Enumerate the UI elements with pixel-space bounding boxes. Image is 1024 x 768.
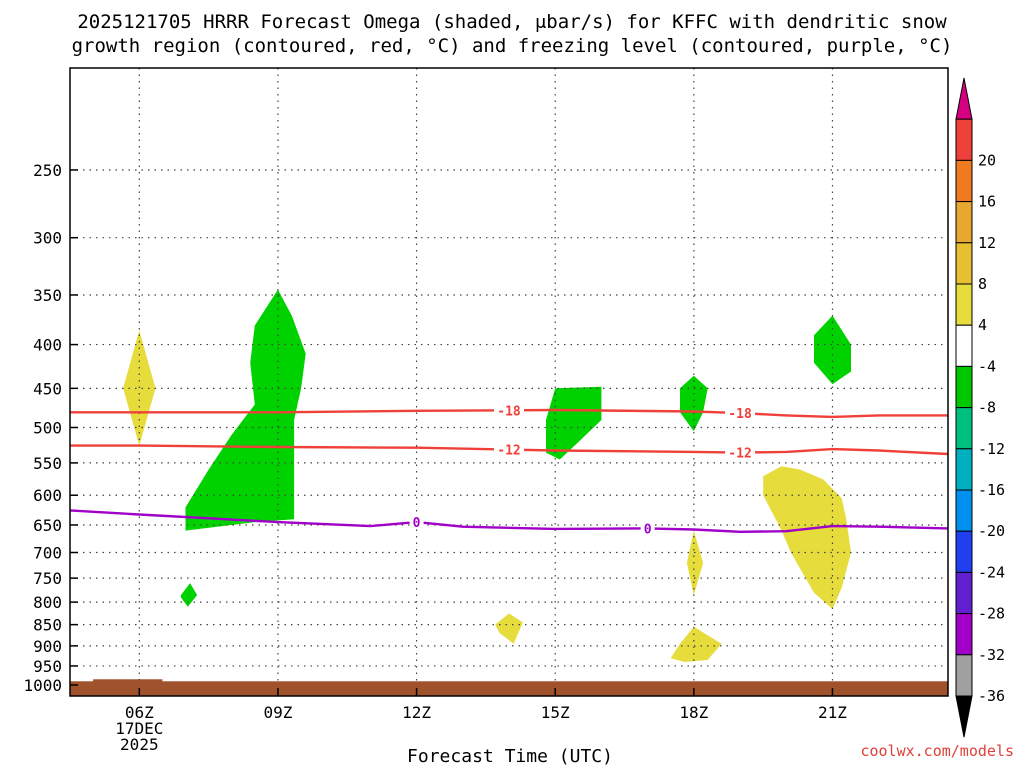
y-tick-label-800: 800 [33, 593, 62, 612]
omega-region-6 [814, 315, 851, 385]
colorbar-swatch-14 [955, 654, 973, 697]
y-tick-label-350: 350 [33, 286, 62, 305]
omega-region-4 [546, 386, 602, 460]
contour-line--12 [70, 444, 948, 456]
colorbar-swatch-4 [955, 242, 973, 285]
colorbar-swatch-12 [955, 571, 973, 615]
colorbar-label-2: 16 [978, 193, 996, 211]
colorbar-label-1: 20 [978, 151, 996, 169]
contour-label-bg--12-2 [725, 444, 756, 460]
colorbar-swatch-1 [955, 118, 973, 161]
x-tick-date-label: 17DEC [115, 719, 163, 738]
omega-region-8 [686, 530, 704, 596]
plot-area: -18 -18 -12 -12 0 0 250 300 350 400 450 500 550 600 65… [23, 67, 949, 754]
contour-label-bg-0-1 [409, 514, 424, 530]
contour-label--18-2: -18 [728, 407, 752, 422]
colorbar-swatch-10 [955, 489, 973, 532]
colorbar-label-3: 12 [978, 234, 996, 252]
contour-label-bg--18-2 [725, 405, 756, 421]
contour-label-0-1: 0 [413, 516, 421, 531]
omega-region-5 [680, 375, 708, 432]
colorbar-label-11: -24 [978, 563, 1005, 581]
colorbar-arrow-bottom [955, 695, 973, 738]
omega-region-7 [495, 613, 523, 644]
x-tick-label-18Z: 18Z [679, 703, 708, 722]
colorbar-swatch-8 [955, 407, 973, 450]
contour-label-bg-0-2 [640, 520, 655, 536]
ground-layer [70, 681, 948, 696]
x-tick-label-15Z: 15Z [541, 703, 570, 722]
contour-label--12-1: -12 [497, 444, 520, 459]
y-tick-label-950: 950 [33, 657, 62, 676]
y-tick-label-700: 700 [33, 544, 62, 563]
contour-label--12-2: -12 [728, 447, 751, 462]
omega-region-3 [180, 583, 198, 607]
y-tick-label-250: 250 [33, 161, 62, 180]
credit-link[interactable]: coolwx.com/models [860, 742, 1014, 760]
ground-bump [93, 679, 163, 683]
x-tick-label-06Z: 06Z [125, 703, 154, 722]
y-tick-label-300: 300 [33, 229, 62, 248]
colorbar-label-8: -12 [978, 440, 1005, 458]
y-tick-label-450: 450 [33, 379, 62, 398]
colorbar-label-9: -16 [978, 481, 1005, 499]
colorbar-label-6: -4 [978, 357, 996, 375]
y-tick-label-900: 900 [33, 637, 62, 656]
chart-title-line-1: 2025121705 HRRR Forecast Omega (shaded, … [77, 11, 947, 33]
x-axis-label: Forecast Time (UTC) [407, 746, 613, 767]
y-tick-label-500: 500 [33, 418, 62, 437]
y-tick-label-550: 550 [33, 454, 62, 473]
colorbar-swatch-11 [955, 530, 973, 573]
contour-label-0-2: 0 [644, 522, 652, 537]
contour-label--18-1: -18 [497, 404, 521, 419]
contour-label-bg--18-1 [494, 402, 524, 418]
y-tick-label-850: 850 [33, 616, 62, 635]
colorbar-swatch-3 [955, 201, 973, 244]
contour-line-0 [70, 509, 948, 534]
colorbar-label-5: 4 [978, 316, 987, 334]
colorbar-swatch-6 [955, 324, 973, 367]
colorbar-label-12: -28 [978, 605, 1005, 623]
x-tick-year-label: 2025 [120, 735, 159, 754]
y-tick-label-1000: 1000 [23, 676, 62, 695]
omega-region-10 [763, 466, 851, 609]
colorbar-label-7: -8 [978, 399, 996, 417]
plot-frame [69, 67, 949, 697]
colorbar-arrow-top [955, 77, 973, 120]
y-tick-label-600: 600 [33, 486, 62, 505]
y-tick-label-750: 750 [33, 569, 62, 588]
x-tick-label-09Z: 09Z [263, 703, 292, 722]
x-tick-label-21Z: 21Z [818, 703, 847, 722]
colorbar-label-14: -36 [978, 687, 1005, 705]
colorbar-swatch-9 [955, 448, 973, 491]
colorbar-label-10: -20 [978, 522, 1005, 540]
colorbar-swatch-5 [955, 283, 973, 326]
colorbar-swatch-13 [955, 613, 973, 656]
contour-label-bg--12-1 [494, 441, 524, 457]
chart-title-line-2: growth region (contoured, red, °C) and f… [72, 35, 953, 57]
colorbar-label-13: -32 [978, 646, 1005, 664]
y-tick-label-650: 650 [33, 516, 62, 535]
omega-region-2 [185, 289, 306, 531]
y-tick-label-400: 400 [33, 336, 62, 355]
contour-line--18 [70, 408, 948, 419]
colorbar-swatch-7 [955, 365, 973, 409]
colorbar-label-4: 8 [978, 275, 987, 293]
colorbar-swatch-2 [955, 159, 973, 203]
x-tick-label-12Z: 12Z [402, 703, 431, 722]
omega-region-9 [670, 626, 722, 662]
omega-colorbar: 20 16 12 8 4 -4 -8 -12 -16 -20 -24 -28 -32 -36 [955, 77, 1005, 738]
plot-inner: -18 -18 -12 -12 0 0 [70, 68, 948, 696]
